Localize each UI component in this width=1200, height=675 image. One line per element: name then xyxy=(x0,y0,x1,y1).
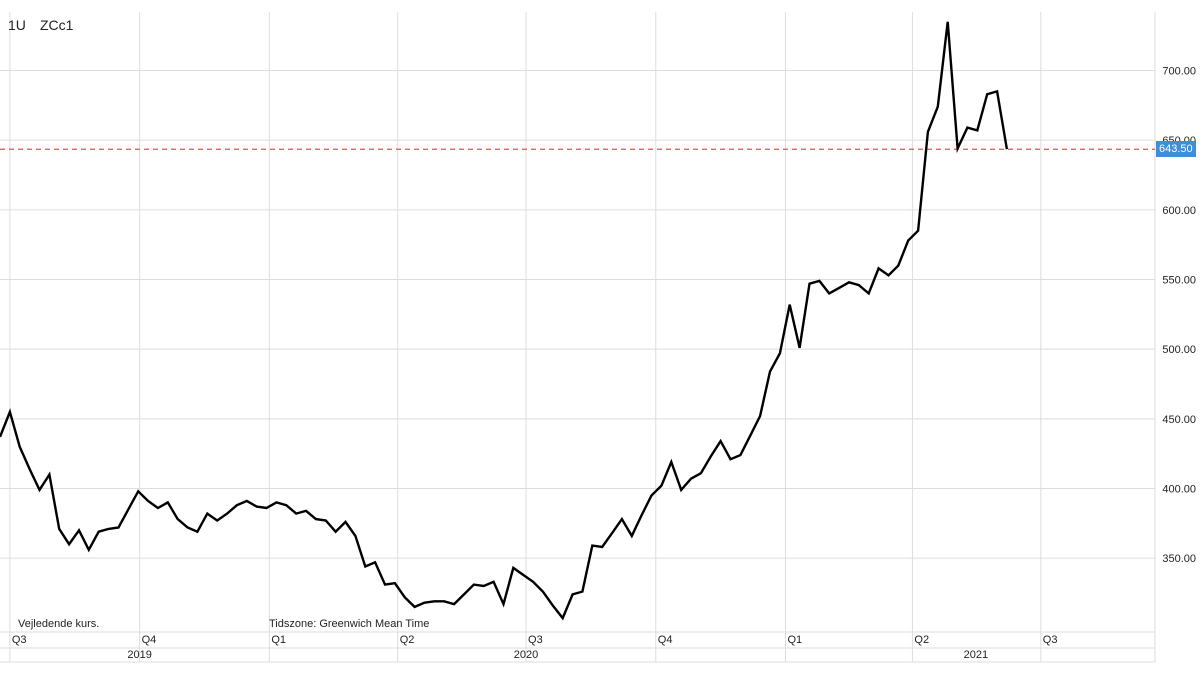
last-price-tag: 643.50 xyxy=(1156,141,1196,157)
y-tick-label: 700.00 xyxy=(1162,66,1196,78)
y-tick-label: 500.00 xyxy=(1162,344,1196,356)
x-tick-label: Q3 xyxy=(12,634,27,646)
symbol-label[interactable]: ZCc1 xyxy=(40,17,74,33)
y-tick-label: 450.00 xyxy=(1162,414,1196,426)
year-label: 2021 xyxy=(964,649,988,661)
interval-label[interactable]: 1U xyxy=(8,17,26,33)
x-tick-label: Q4 xyxy=(658,634,673,646)
year-label: 2019 xyxy=(127,649,151,661)
x-tick-label: Q1 xyxy=(788,634,803,646)
x-tick-label: Q4 xyxy=(142,634,157,646)
y-tick-label: 350.00 xyxy=(1162,553,1196,565)
x-tick-label: Q1 xyxy=(271,634,286,646)
price-series-line xyxy=(0,21,1009,621)
y-tick-label: 600.00 xyxy=(1162,205,1196,217)
indicative-price-note: Vejledende kurs. xyxy=(18,618,100,630)
x-tick-label: Q2 xyxy=(400,634,415,646)
x-tick-label: Q2 xyxy=(914,634,929,646)
x-tick-label: Q3 xyxy=(1043,634,1058,646)
year-label: 2020 xyxy=(514,649,538,661)
y-tick-label: 400.00 xyxy=(1162,483,1196,495)
y-tick-label: 550.00 xyxy=(1162,275,1196,287)
x-tick-label: Q3 xyxy=(528,634,543,646)
timezone-note: Tidszone: Greenwich Mean Time xyxy=(269,618,430,630)
